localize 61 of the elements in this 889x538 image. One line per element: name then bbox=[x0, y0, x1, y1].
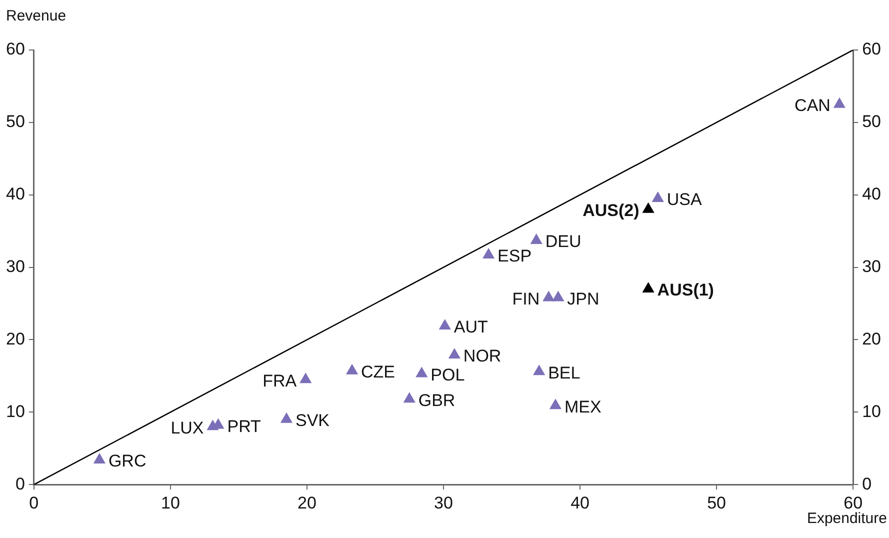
point bbox=[300, 372, 312, 384]
point bbox=[549, 398, 562, 410]
annotation: PRT bbox=[227, 416, 261, 436]
point bbox=[642, 202, 654, 213]
point bbox=[438, 318, 451, 330]
annotation: USA bbox=[666, 190, 702, 210]
point bbox=[416, 366, 428, 378]
point bbox=[533, 364, 546, 376]
annotation: FRA bbox=[262, 371, 298, 390]
y2-tick-label: 10 bbox=[862, 402, 882, 421]
y2-tick-label: 30 bbox=[862, 256, 882, 276]
y-tick-label: 40 bbox=[6, 184, 25, 204]
annotation: GBR bbox=[418, 390, 456, 410]
point bbox=[482, 248, 495, 258]
y2-tick-label: 40 bbox=[862, 184, 882, 204]
x-tick-label: 50 bbox=[707, 493, 726, 512]
annotation: LUX bbox=[170, 418, 204, 438]
point bbox=[448, 348, 460, 358]
point bbox=[833, 97, 846, 108]
y-tick-label: 20 bbox=[6, 329, 25, 348]
y2-tick-label: 50 bbox=[862, 112, 882, 132]
y-tick-label: 50 bbox=[6, 112, 25, 132]
annotation: FIN bbox=[512, 289, 540, 308]
y-tick-label: 30 bbox=[6, 256, 25, 276]
annotation: CAN bbox=[794, 96, 830, 116]
y2-tick-label: 60 bbox=[862, 40, 882, 59]
annotation: JPN bbox=[567, 289, 600, 308]
point bbox=[542, 290, 555, 302]
annotation: NOR bbox=[463, 346, 502, 366]
annotation: CZE bbox=[361, 362, 396, 382]
x-tick-label: 30 bbox=[434, 493, 453, 512]
annotation: SVK bbox=[295, 411, 330, 430]
point bbox=[403, 392, 416, 403]
y-tick-label: 60 bbox=[6, 40, 25, 59]
y-axis-title: Revenue bbox=[6, 8, 66, 25]
y2-tick-label: 20 bbox=[862, 329, 882, 348]
annotation: BEL bbox=[548, 363, 580, 382]
x-tick-label: 20 bbox=[298, 493, 316, 512]
annotation: AUT bbox=[454, 318, 488, 337]
point bbox=[93, 452, 106, 464]
point bbox=[530, 234, 542, 244]
point bbox=[280, 412, 293, 423]
annotation: AUS(2) bbox=[582, 201, 640, 220]
annotation: AUS(1) bbox=[657, 280, 714, 300]
x-axis-title: Expenditure bbox=[806, 510, 887, 528]
annotation: DEU bbox=[545, 232, 582, 252]
point bbox=[552, 290, 564, 302]
annotation: POL bbox=[430, 365, 465, 384]
point bbox=[652, 191, 664, 202]
x-tick-label: 40 bbox=[570, 493, 590, 512]
point bbox=[642, 282, 654, 293]
annotation: ESP bbox=[498, 246, 532, 266]
y-tick-label: 10 bbox=[6, 402, 25, 421]
annotation: MEX bbox=[564, 397, 602, 416]
point bbox=[346, 364, 358, 374]
annotation: GRC bbox=[108, 452, 146, 471]
x-tick-label: 10 bbox=[160, 493, 180, 512]
y2-tick-label: 0 bbox=[862, 474, 872, 494]
y-tick-label: 0 bbox=[15, 474, 25, 494]
x-tick-label: 60 bbox=[844, 493, 863, 512]
x-tick-label: 0 bbox=[29, 493, 39, 512]
